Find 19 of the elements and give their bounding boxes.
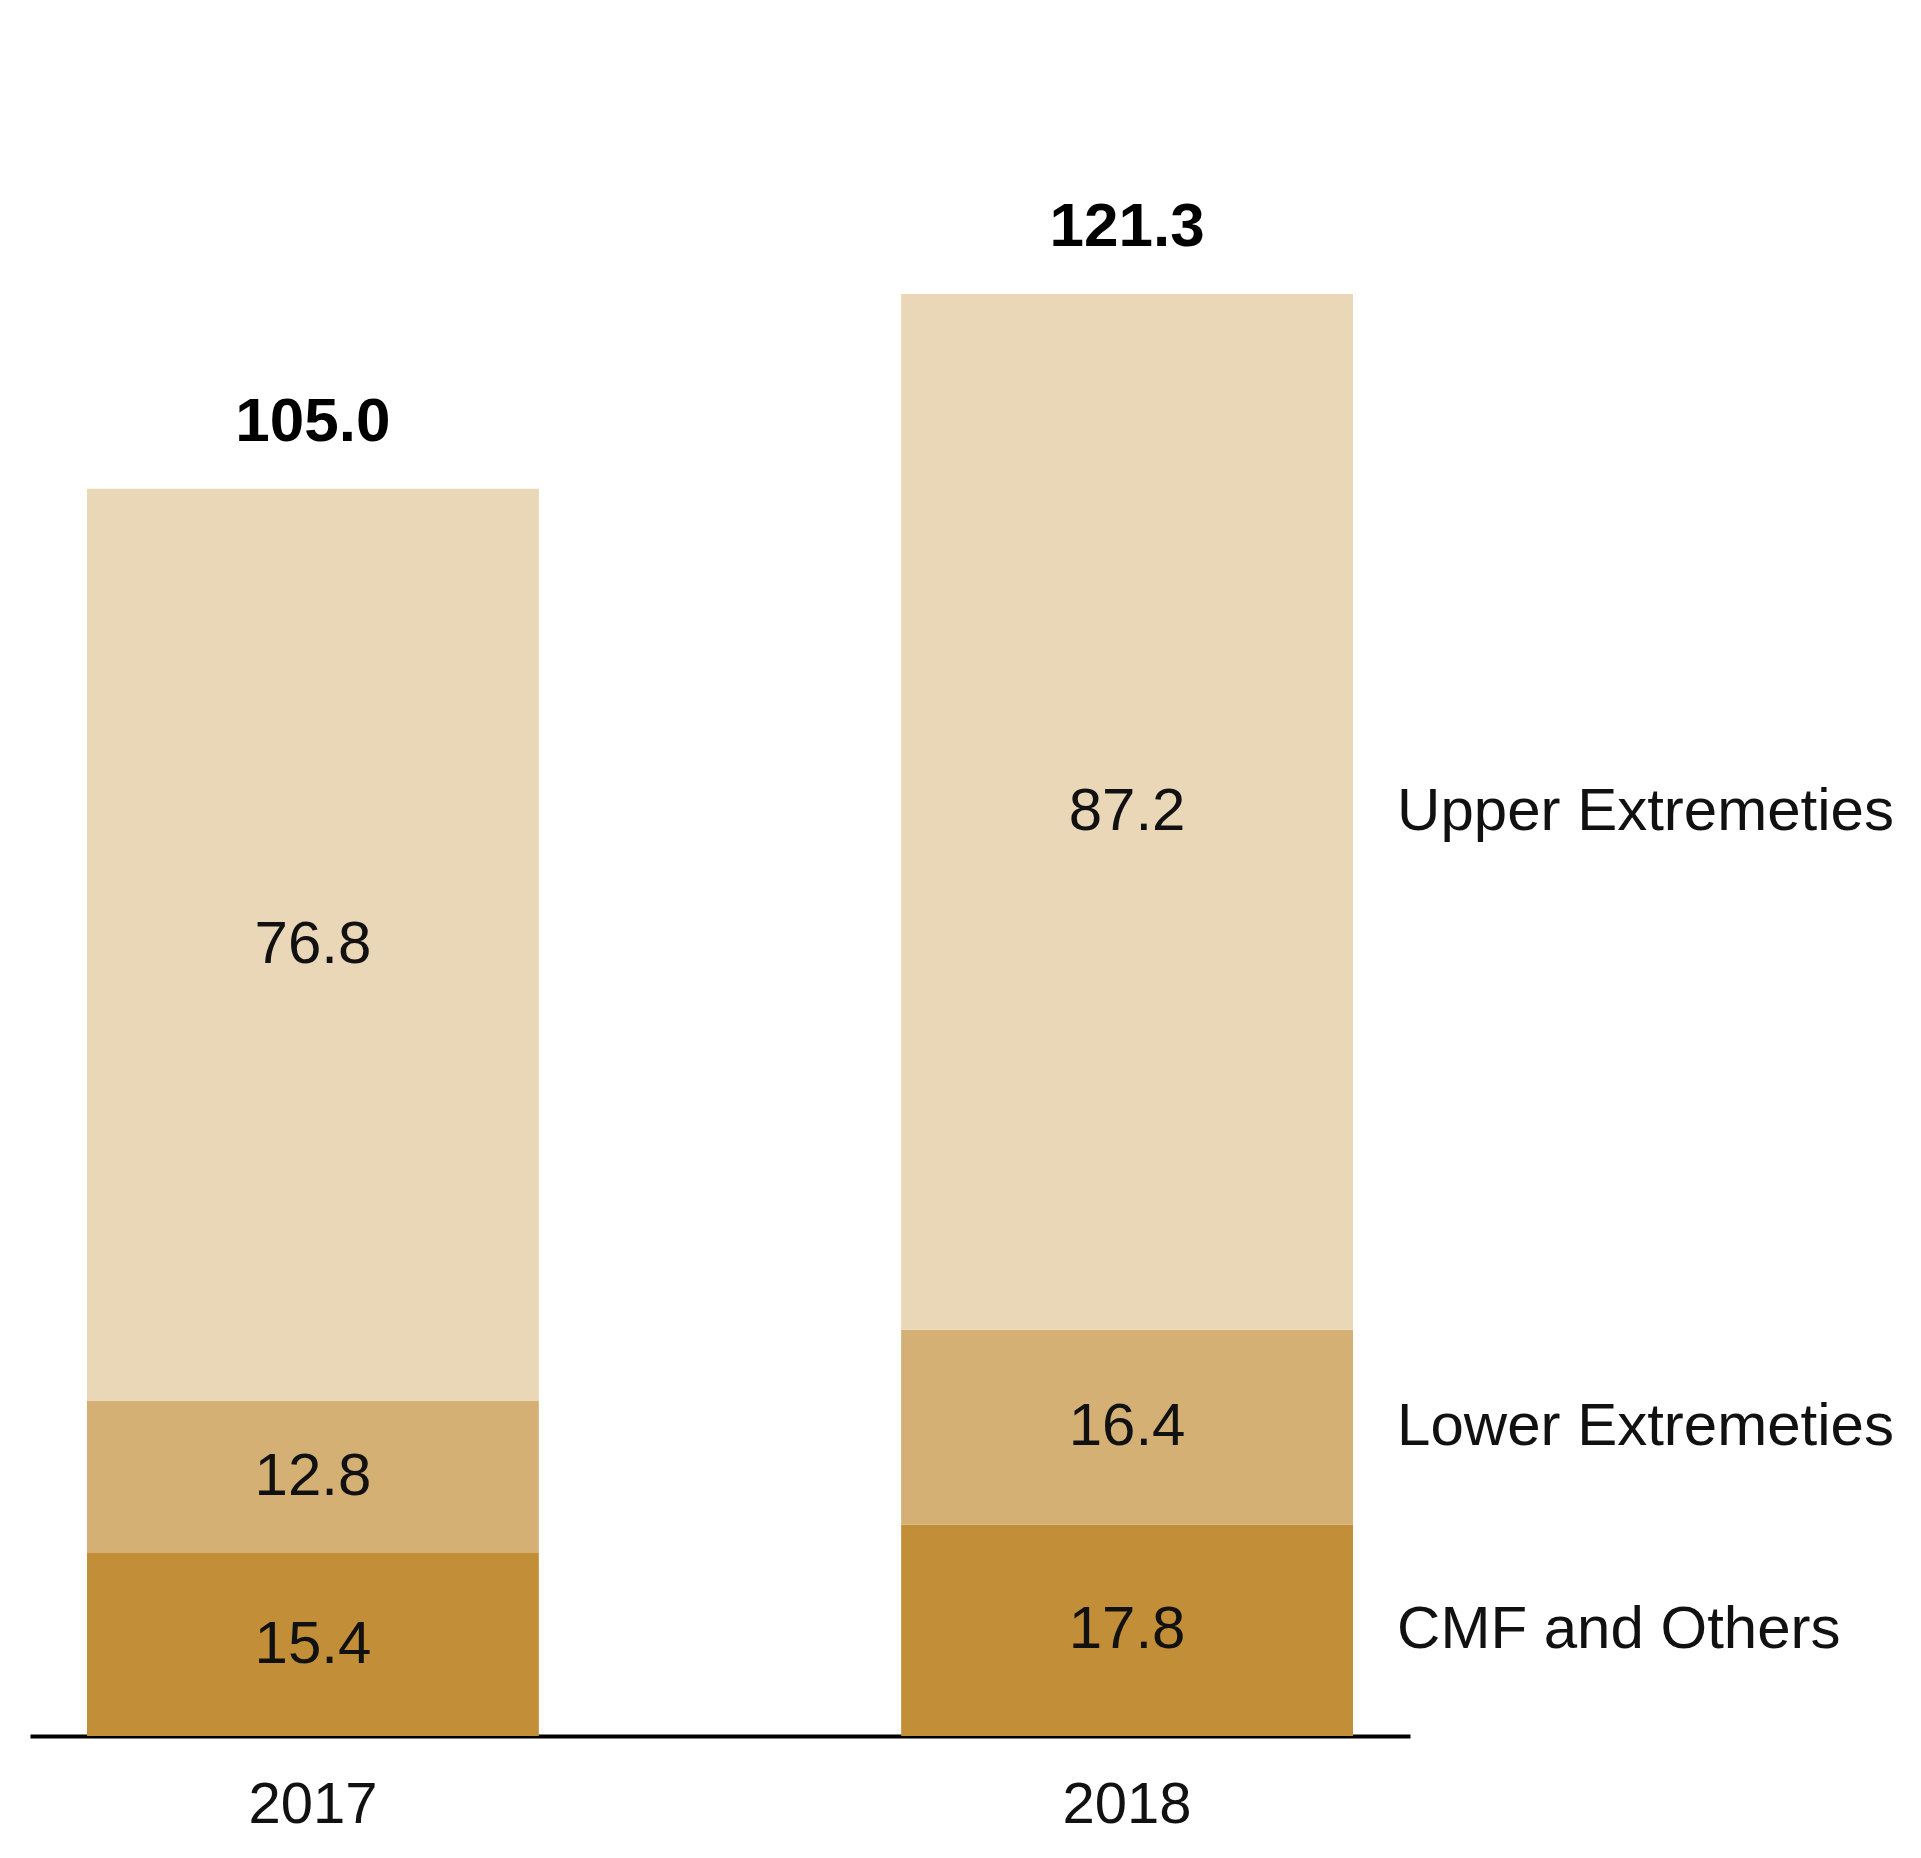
x-tick-label: 2018 bbox=[1062, 1769, 1192, 1835]
series-label: CMF and Others bbox=[1397, 1594, 1841, 1662]
data-label: 12.8 bbox=[254, 1441, 372, 1509]
data-label: 15.4 bbox=[254, 1608, 372, 1676]
series-label: Upper Extremeties bbox=[1397, 775, 1894, 843]
bar bbox=[901, 1524, 1354, 1736]
data-label: 16.4 bbox=[1068, 1391, 1186, 1459]
bar bbox=[901, 1329, 1354, 1525]
bar bbox=[901, 294, 1354, 1330]
bar bbox=[86, 1553, 539, 1736]
total-label: 121.3 bbox=[1049, 190, 1205, 259]
total-label: 105.0 bbox=[235, 384, 391, 454]
bar bbox=[86, 1401, 539, 1554]
data-label: 17.8 bbox=[1068, 1594, 1186, 1662]
data-label: 87.2 bbox=[1068, 775, 1186, 843]
data-label: 76.8 bbox=[254, 908, 372, 976]
x-tick-label: 2017 bbox=[248, 1769, 378, 1835]
bar bbox=[86, 488, 539, 1402]
series-label: Lower Extremeties bbox=[1397, 1391, 1894, 1459]
